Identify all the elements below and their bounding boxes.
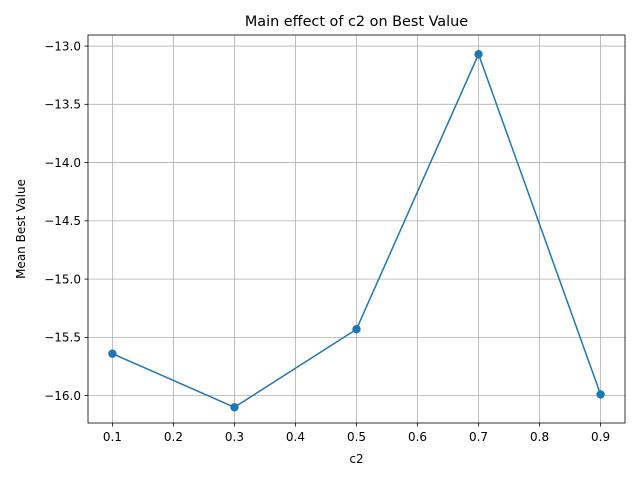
axis-ticks: 0.1 0.2 0.3 0.4 0.5 0.6 0.7 0.8 0.9 −16.0 −15.5 −15…	[44, 39, 610, 444]
y-tick-label: −15.0	[44, 272, 81, 286]
x-tick-label: 0.8	[530, 430, 549, 444]
chart-title: Main effect of c2 on Best Value	[245, 14, 468, 30]
x-tick-label: 0.6	[408, 430, 427, 444]
y-axis-label: Mean Best Value	[14, 179, 28, 279]
x-tick-label: 0.3	[225, 430, 244, 444]
grid	[88, 35, 625, 423]
data-point	[352, 325, 361, 334]
data-point	[230, 403, 239, 412]
x-tick-label: 0.9	[591, 430, 610, 444]
x-tick-label: 0.5	[347, 430, 366, 444]
series-layer	[108, 50, 605, 412]
data-point	[596, 390, 605, 399]
x-tick-label: 0.1	[103, 430, 122, 444]
y-tick-label: −13.0	[44, 39, 81, 53]
data-point	[474, 50, 483, 59]
x-tick-label: 0.4	[286, 430, 305, 444]
x-axis-label: c2	[349, 452, 363, 466]
y-tick-label: −15.5	[44, 331, 81, 345]
x-tick-label: 0.2	[164, 430, 183, 444]
y-tick-label: −16.0	[44, 389, 81, 403]
data-point	[108, 349, 117, 358]
plot-frame	[87, 34, 626, 424]
y-tick-label: −14.0	[44, 156, 81, 170]
x-tick-label: 0.7	[469, 430, 488, 444]
y-tick-label: −13.5	[44, 98, 81, 112]
y-tick-label: −14.5	[44, 214, 81, 228]
